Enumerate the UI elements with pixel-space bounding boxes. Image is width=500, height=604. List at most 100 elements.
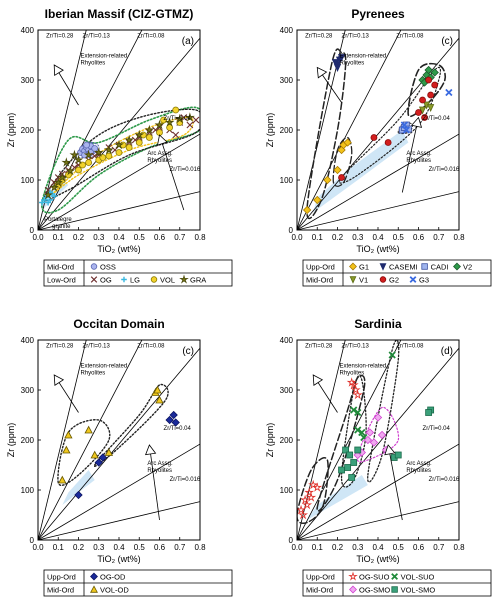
y-tick-label: 300 (21, 76, 35, 85)
x-tick-label: 0.1 (53, 233, 65, 242)
y-axis-label: Zr (ppm) (265, 423, 275, 458)
point-gra (43, 189, 54, 200)
legend-marker (379, 263, 387, 271)
annotation-line: Rhyolites (340, 61, 365, 67)
annotation-line: Rhyolites (81, 371, 106, 377)
point-gra (174, 113, 185, 124)
point-og-smo (377, 430, 387, 440)
annotation-line: Rhyolites (81, 61, 106, 67)
point-og (125, 139, 133, 146)
legend-marker (90, 585, 98, 593)
y-tick-label: 100 (280, 176, 294, 185)
annotation-arc: Arc Assg. Rhyolites (147, 151, 173, 164)
point-og-suo (346, 377, 357, 387)
point-vol-suo (388, 351, 396, 359)
y-tick-label: 100 (21, 176, 35, 185)
point-gra (83, 149, 94, 160)
arrow-head (312, 374, 324, 386)
point-gra (114, 139, 124, 150)
x-tick-label: 0.3 (93, 543, 105, 552)
point-vol-smo (354, 446, 362, 454)
point-vol-smo (394, 451, 402, 459)
plot-area (38, 30, 200, 230)
legend-marker (90, 276, 98, 283)
point-vol-smo (346, 451, 354, 459)
point-og-smo (363, 435, 373, 445)
x-tick-label: 0.0 (32, 233, 44, 242)
x-tick-label: 0.6 (413, 233, 425, 242)
legend-group-label: Mid-Ord (47, 263, 74, 272)
x-tick-label: 0.4 (372, 543, 384, 552)
annotation-line: Arc Assg. (406, 151, 432, 157)
point-vol (85, 159, 93, 166)
x-tick-label: 0.5 (134, 543, 146, 552)
point-vol (125, 144, 133, 151)
point-g3 (445, 88, 453, 97)
legend-item-label: G3 (419, 276, 429, 285)
annotation-extension: Extension-related Rhyolites (340, 54, 387, 67)
x-tick-label: 0.1 (53, 543, 65, 552)
y-tick-label: 200 (280, 126, 294, 135)
reference-line-label: Zr/Ti=0.08 (137, 344, 165, 350)
legend-item-label: CASEMI (389, 263, 418, 272)
point-vol-od (155, 395, 164, 404)
reference-line-label: Zr/Ti=0.016 (170, 477, 201, 483)
legend-marker (349, 585, 357, 594)
reference-line-label: Zr/Ti=0.04 (164, 426, 192, 432)
chart-panel-4: 0.0 0.1 0.2 0.3 0.4 0.5 0.6 0.7 0.8 0 100 200 300 400… (265, 317, 492, 597)
arrow-head (53, 64, 64, 76)
reference-line (38, 340, 143, 540)
point-vol-suo (354, 408, 362, 417)
point-og-suo (306, 492, 317, 502)
envelope (93, 383, 169, 467)
point-og-suo (302, 499, 313, 510)
reference-line (297, 347, 459, 540)
legend-item-label: LG (130, 276, 140, 285)
point-vol-smo (338, 466, 345, 474)
point-v1 (418, 106, 427, 115)
reference-line-label: Zr/Ti=0.13 (342, 344, 370, 350)
arrow-shaft (401, 117, 419, 193)
plot-area (297, 30, 459, 230)
panel-label: (d) (441, 346, 453, 357)
point-g2 (425, 76, 433, 84)
point-casemi (333, 64, 342, 72)
point-og-suo (304, 487, 315, 497)
point-casemi (337, 54, 346, 62)
x-tick-label: 0.4 (372, 233, 384, 242)
legend-item-label: V2 (463, 263, 472, 272)
x-tick-label: 0.8 (453, 233, 465, 242)
point-g1 (313, 195, 322, 205)
annotation-line: Rhyolites (406, 468, 431, 474)
envelope (306, 48, 347, 220)
envelope (332, 136, 353, 187)
legend-marker (391, 573, 399, 580)
legend: Upp-Ord OG-SUO VOL-SUO Mid-Ord OG-SMO VOL-SMO (302, 569, 492, 597)
legend-marker (179, 274, 189, 284)
panel-label: (a) (182, 36, 194, 47)
point-gra (93, 147, 104, 157)
legend-marker (453, 262, 461, 271)
point-og-od (171, 418, 180, 427)
point-gra (154, 119, 165, 130)
envelope (57, 419, 111, 487)
legend-item-label: VOL-SUO (401, 573, 435, 582)
x-tick-label: 0.4 (113, 543, 125, 552)
legend-marker (121, 276, 127, 283)
point-gra (65, 165, 76, 176)
point-vol (64, 171, 72, 179)
reference-line-label: Zr/Ti=0.28 (305, 344, 333, 350)
y-tick-label: 0 (289, 536, 294, 545)
reference-line (297, 30, 402, 230)
arrow-shaft (159, 134, 185, 211)
y-tick-label: 200 (21, 436, 35, 445)
legend-item-label: VOL-OD (100, 586, 129, 595)
y-axis-label: Zr (ppm) (265, 113, 275, 148)
envelope (41, 106, 200, 214)
x-tick-label: 0.2 (332, 233, 344, 242)
point-g2 (384, 139, 392, 146)
envelope (338, 66, 442, 184)
point-g3 (400, 121, 408, 129)
point-vol (172, 106, 180, 114)
reference-line-label: Zr/Ti=0.04 (164, 116, 192, 122)
